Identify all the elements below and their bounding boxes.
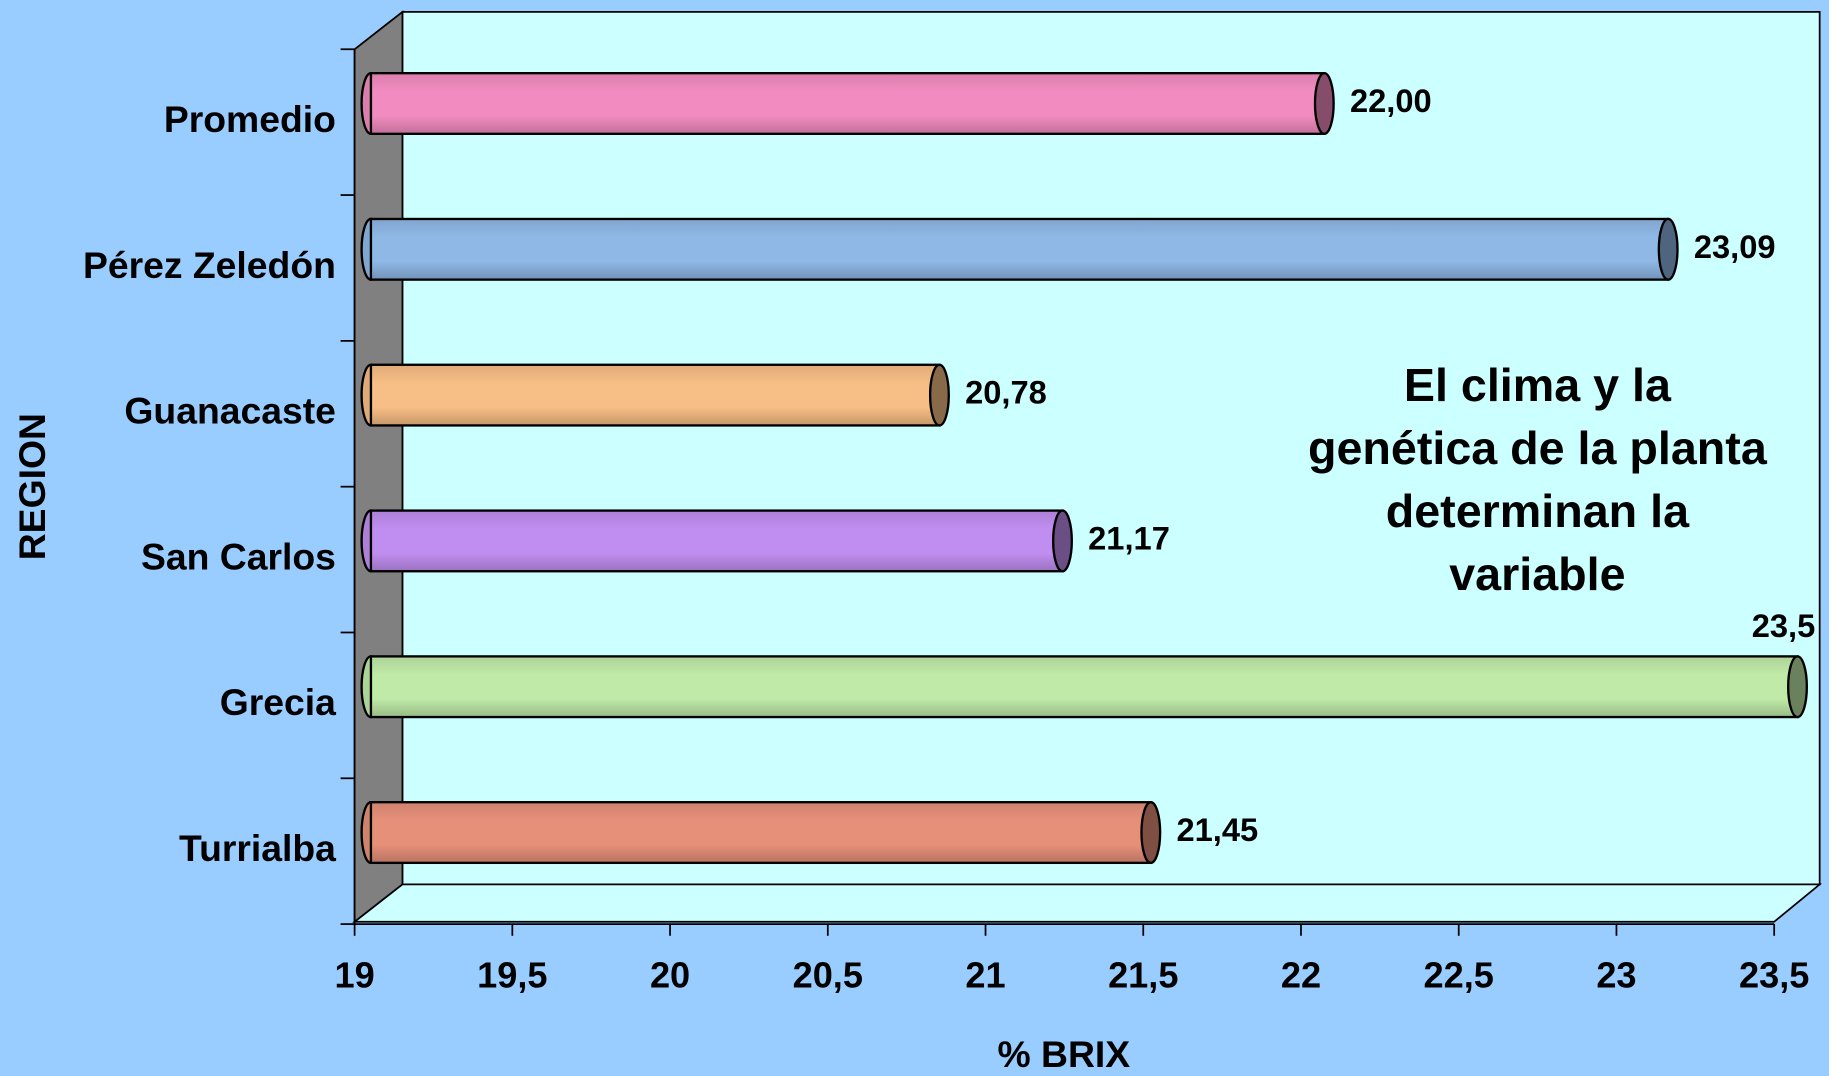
y-tick-label: San Carlos <box>141 535 336 577</box>
annotation: determinan la <box>1386 485 1690 537</box>
bar-end-cap <box>1051 509 1073 573</box>
annotation: variable <box>1449 548 1625 600</box>
bar-end-cap <box>1657 217 1679 281</box>
value-label: 23,09 <box>1694 228 1776 265</box>
value-label: 22,00 <box>1350 82 1432 119</box>
bar <box>369 72 1326 135</box>
annotation: genética de la planta <box>1308 422 1768 474</box>
bar <box>369 655 1799 719</box>
bar-end-cap <box>928 363 950 427</box>
x-tick-label: 23,5 <box>1739 954 1809 995</box>
bar-end-cap <box>1313 72 1335 135</box>
value-label: 21,17 <box>1088 520 1170 557</box>
x-tick-label: 19 <box>334 954 374 995</box>
annotation: El clima y la <box>1404 359 1672 411</box>
y-tick-label: Promedio <box>164 98 336 140</box>
y-tick-label: Pérez Zeledón <box>83 244 336 286</box>
x-tick-label: 20,5 <box>793 954 863 995</box>
floor <box>352 883 1823 923</box>
x-axis-title: % BRIX <box>997 1033 1130 1075</box>
y-axis-title: REGION <box>11 413 53 560</box>
y-tick-label: Grecia <box>220 681 336 723</box>
bar <box>369 363 941 427</box>
y-tick-label: Turrialba <box>179 827 336 869</box>
y-tick-label: Guanacaste <box>124 390 336 432</box>
value-label: 23,5 <box>1752 607 1816 644</box>
bar-end-cap <box>1140 801 1162 865</box>
x-tick-label: 23 <box>1596 954 1636 995</box>
side-wall <box>353 10 404 924</box>
bar-end-cap <box>1787 655 1809 719</box>
bar <box>369 801 1152 865</box>
bar <box>369 217 1670 281</box>
x-tick-label: 21,5 <box>1108 954 1178 995</box>
x-tick-label: 22,5 <box>1424 954 1494 995</box>
bar <box>369 509 1064 573</box>
x-tick-label: 22 <box>1281 954 1321 995</box>
value-label: 21,45 <box>1176 811 1258 848</box>
x-tick-label: 21 <box>965 954 1005 995</box>
x-tick-label: 19,5 <box>477 954 547 995</box>
x-tick-label: 20 <box>650 954 690 995</box>
value-label: 20,78 <box>965 374 1047 411</box>
